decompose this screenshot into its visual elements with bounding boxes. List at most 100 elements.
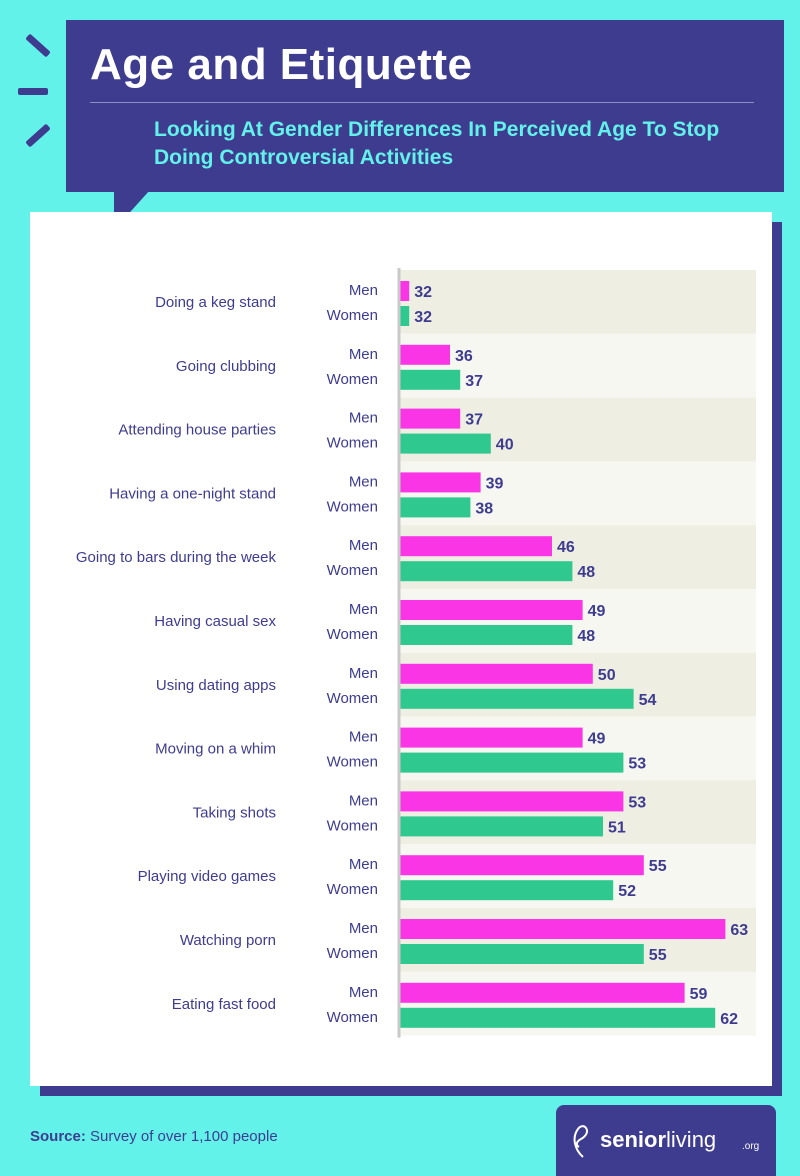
data-label: 39 bbox=[486, 475, 504, 492]
data-label: 48 bbox=[577, 628, 595, 645]
bar-men bbox=[399, 855, 644, 876]
source-note: Source: Survey of over 1,100 people bbox=[30, 1128, 278, 1145]
data-label: 49 bbox=[588, 603, 606, 620]
bar-men bbox=[399, 600, 583, 620]
category-label: Playing video games bbox=[138, 868, 276, 885]
bar-men bbox=[399, 727, 583, 748]
data-label: 51 bbox=[608, 819, 626, 836]
accent-mark-middle bbox=[18, 88, 48, 95]
bar-men bbox=[399, 536, 552, 557]
category-label: Going to bars during the week bbox=[76, 549, 277, 566]
bar-women bbox=[399, 433, 491, 454]
series-label: Women bbox=[327, 754, 378, 771]
category-label: Attending house parties bbox=[118, 422, 276, 439]
category-label: Eating fast food bbox=[172, 996, 276, 1013]
brand-logo[interactable]: seniorliving .org bbox=[556, 1105, 776, 1176]
series-label: Women bbox=[327, 881, 378, 898]
category-label: Having casual sex bbox=[154, 613, 276, 630]
series-label: Women bbox=[327, 435, 378, 452]
data-label: 36 bbox=[455, 348, 473, 365]
data-label: 32 bbox=[414, 309, 432, 326]
data-label: 37 bbox=[465, 373, 483, 390]
series-label: Men bbox=[349, 537, 378, 554]
data-label: 52 bbox=[618, 883, 636, 900]
header-banner: Age and Etiquette Looking At Gender Diff… bbox=[66, 20, 784, 192]
series-label: Women bbox=[327, 945, 378, 962]
series-label: Women bbox=[327, 307, 378, 324]
bar-women bbox=[399, 497, 471, 518]
category-label: Watching porn bbox=[180, 932, 276, 949]
bar-women bbox=[399, 752, 624, 773]
series-label: Men bbox=[349, 856, 378, 873]
series-label: Women bbox=[327, 690, 378, 707]
bar-women bbox=[399, 561, 573, 582]
series-label: Women bbox=[327, 626, 378, 643]
bar-women bbox=[399, 369, 461, 390]
bar-women bbox=[399, 625, 573, 645]
series-label: Men bbox=[349, 984, 378, 1001]
series-label: Women bbox=[327, 371, 378, 388]
data-label: 53 bbox=[628, 756, 646, 773]
data-label: 53 bbox=[628, 794, 646, 811]
bar-women bbox=[399, 944, 644, 964]
title-divider bbox=[90, 102, 754, 103]
series-label: Men bbox=[349, 792, 378, 809]
series-label: Men bbox=[349, 920, 378, 937]
bar-men bbox=[399, 472, 481, 493]
bar-men bbox=[399, 663, 593, 684]
row-band bbox=[399, 270, 756, 334]
brand-name-light: living bbox=[666, 1127, 717, 1152]
series-label: Men bbox=[349, 473, 378, 490]
bar-women bbox=[399, 688, 634, 709]
data-label: 38 bbox=[475, 500, 493, 517]
bar-women bbox=[399, 816, 603, 837]
series-label: Men bbox=[349, 346, 378, 363]
series-label: Women bbox=[327, 1009, 378, 1026]
category-label: Having a one-night stand bbox=[109, 485, 276, 502]
data-label: 50 bbox=[598, 667, 616, 684]
series-label: Men bbox=[349, 410, 378, 427]
accent-mark-top bbox=[25, 33, 51, 58]
data-label: 63 bbox=[730, 922, 748, 939]
series-label: Women bbox=[327, 562, 378, 579]
data-label: 55 bbox=[649, 858, 667, 875]
bar-men bbox=[399, 281, 410, 301]
brand-wordmark: seniorliving bbox=[600, 1127, 716, 1153]
page-subtitle: Looking At Gender Differences In Perceiv… bbox=[154, 118, 720, 169]
category-label: Going clubbing bbox=[176, 358, 276, 375]
series-label: Men bbox=[349, 282, 378, 299]
source-label: Source: bbox=[30, 1128, 86, 1145]
data-label: 55 bbox=[649, 947, 667, 964]
data-label: 37 bbox=[465, 412, 483, 429]
data-label: 46 bbox=[557, 539, 575, 556]
bar-men bbox=[399, 919, 726, 939]
category-label: Doing a keg stand bbox=[155, 294, 276, 311]
brand-leaf-icon bbox=[573, 1125, 589, 1158]
data-label: 49 bbox=[588, 731, 606, 748]
data-label: 48 bbox=[577, 564, 595, 581]
data-label: 59 bbox=[690, 986, 708, 1003]
series-label: Women bbox=[327, 817, 378, 834]
category-label: Moving on a whim bbox=[155, 741, 276, 758]
bar-chart: Doing a keg stand Men 32 Women 32 Going clubb… bbox=[76, 268, 756, 1038]
data-label: 40 bbox=[496, 437, 514, 454]
data-label: 54 bbox=[639, 692, 657, 709]
series-label: Men bbox=[349, 665, 378, 682]
accent-mark-bottom bbox=[25, 123, 51, 148]
bar-men bbox=[399, 791, 624, 812]
category-label: Taking shots bbox=[193, 804, 276, 821]
bar-men bbox=[399, 982, 685, 1003]
series-label: Men bbox=[349, 601, 378, 618]
bar-men bbox=[399, 344, 450, 365]
brand-name-bold: senior bbox=[600, 1127, 667, 1152]
brand-suffix: .org bbox=[742, 1141, 760, 1152]
series-label: Women bbox=[327, 498, 378, 515]
page-title: Age and Etiquette bbox=[90, 40, 473, 89]
data-label: 32 bbox=[414, 284, 432, 301]
source-text: Survey of over 1,100 people bbox=[90, 1128, 278, 1145]
chart-card: Doing a keg stand Men 32 Women 32 Going clubb… bbox=[30, 212, 772, 1086]
bar-women bbox=[399, 1007, 716, 1028]
bar-men bbox=[399, 408, 461, 429]
bar-women bbox=[399, 880, 614, 901]
series-label: Men bbox=[349, 729, 378, 746]
